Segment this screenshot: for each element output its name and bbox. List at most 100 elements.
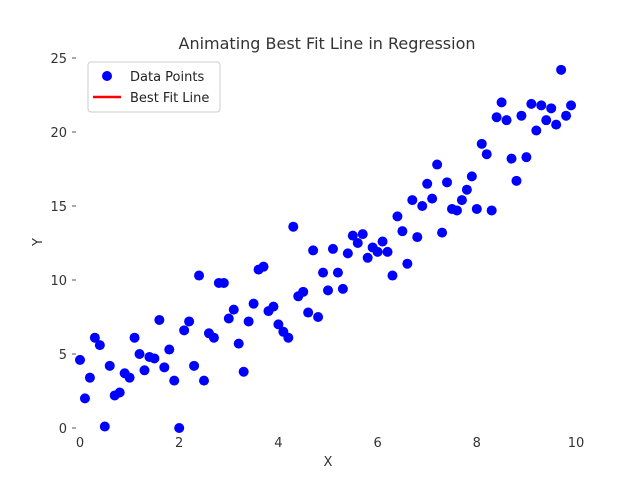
data-point xyxy=(208,332,219,343)
data-point xyxy=(104,360,115,371)
data-point xyxy=(89,332,100,343)
data-point xyxy=(526,98,537,109)
legend: Data Points Best Fit Line xyxy=(87,61,221,113)
data-point xyxy=(238,366,249,377)
data-point xyxy=(466,171,477,182)
data-point xyxy=(189,360,200,371)
data-point xyxy=(283,332,294,343)
data-point xyxy=(511,175,522,186)
legend-label-data-points: Data Points xyxy=(130,70,204,85)
data-point xyxy=(496,97,507,108)
data-point xyxy=(486,205,497,216)
data-point xyxy=(387,270,398,281)
data-point xyxy=(288,221,299,232)
data-point xyxy=(392,211,403,222)
data-point xyxy=(491,112,502,123)
data-point xyxy=(84,372,95,383)
y-axis-label: Y xyxy=(31,238,46,247)
data-point xyxy=(218,277,229,288)
y-tick-label: 5 xyxy=(59,348,67,363)
data-point xyxy=(323,285,333,296)
legend-box xyxy=(87,61,221,113)
data-point xyxy=(75,354,85,365)
legend-label-best-fit: Best Fit Line xyxy=(130,91,209,106)
legend-marker-data-points xyxy=(102,71,112,81)
data-point xyxy=(248,298,259,309)
data-point xyxy=(382,246,393,257)
data-point xyxy=(377,236,388,247)
data-point xyxy=(169,375,180,386)
data-point xyxy=(318,267,329,278)
data-point xyxy=(501,115,512,126)
data-point xyxy=(223,313,234,324)
data-point xyxy=(298,286,309,297)
data-point xyxy=(362,252,373,263)
data-point xyxy=(164,344,175,355)
y-tick-label: 10 xyxy=(50,274,67,289)
data-point xyxy=(273,319,284,330)
data-point xyxy=(372,246,383,257)
data-point xyxy=(471,203,482,214)
data-point xyxy=(149,353,160,364)
data-point xyxy=(437,227,448,238)
y-tick-label: 15 xyxy=(50,200,67,215)
data-point xyxy=(402,258,413,269)
x-tick-label: 0 xyxy=(76,436,84,451)
y-axis-ticks: 0 5 10 15 20 25 xyxy=(50,52,76,437)
data-point xyxy=(442,177,453,188)
data-point xyxy=(332,267,343,278)
data-point xyxy=(337,283,348,294)
data-point xyxy=(258,261,269,272)
data-point xyxy=(516,110,527,121)
data-point xyxy=(541,115,552,126)
data-point xyxy=(521,152,532,163)
y-tick-label: 25 xyxy=(50,52,67,67)
data-point xyxy=(174,423,185,433)
y-tick-label: 0 xyxy=(59,422,67,437)
data-point xyxy=(313,312,324,322)
data-point xyxy=(412,232,423,243)
data-point xyxy=(243,316,254,327)
data-point xyxy=(184,316,195,327)
data-point xyxy=(199,375,209,386)
data-point xyxy=(397,226,408,237)
x-axis-ticks: 0 2 4 6 8 10 xyxy=(76,436,584,451)
data-point xyxy=(531,125,542,136)
data-point xyxy=(407,195,418,206)
data-point xyxy=(303,307,314,318)
data-point xyxy=(233,338,244,349)
x-tick-label: 2 xyxy=(175,436,183,451)
data-point xyxy=(352,238,363,248)
data-point xyxy=(476,138,487,149)
data-point xyxy=(139,365,150,376)
data-point xyxy=(308,245,319,256)
x-tick-label: 8 xyxy=(473,436,481,451)
data-point xyxy=(427,193,438,204)
chart-title: Animating Best Fit Line in Regression xyxy=(179,34,476,53)
data-point xyxy=(268,301,279,312)
data-point xyxy=(556,64,567,75)
x-tick-label: 6 xyxy=(373,436,381,451)
data-point xyxy=(134,349,145,359)
data-point xyxy=(327,243,338,254)
data-point xyxy=(357,229,368,240)
data-point xyxy=(451,205,462,216)
data-point xyxy=(114,387,125,398)
x-tick-label: 10 xyxy=(568,436,585,451)
y-tick-label: 20 xyxy=(50,126,67,141)
data-point xyxy=(422,178,433,189)
data-point xyxy=(179,325,190,336)
data-point xyxy=(536,100,547,111)
data-point xyxy=(94,340,105,351)
data-point xyxy=(561,110,572,121)
data-point xyxy=(228,304,239,315)
data-point xyxy=(546,103,557,114)
data-point xyxy=(461,184,472,195)
data-point xyxy=(342,248,353,259)
data-point xyxy=(481,149,492,160)
data-point xyxy=(154,314,165,325)
data-point xyxy=(79,393,90,404)
data-point xyxy=(506,153,517,164)
data-points-series xyxy=(75,64,577,433)
